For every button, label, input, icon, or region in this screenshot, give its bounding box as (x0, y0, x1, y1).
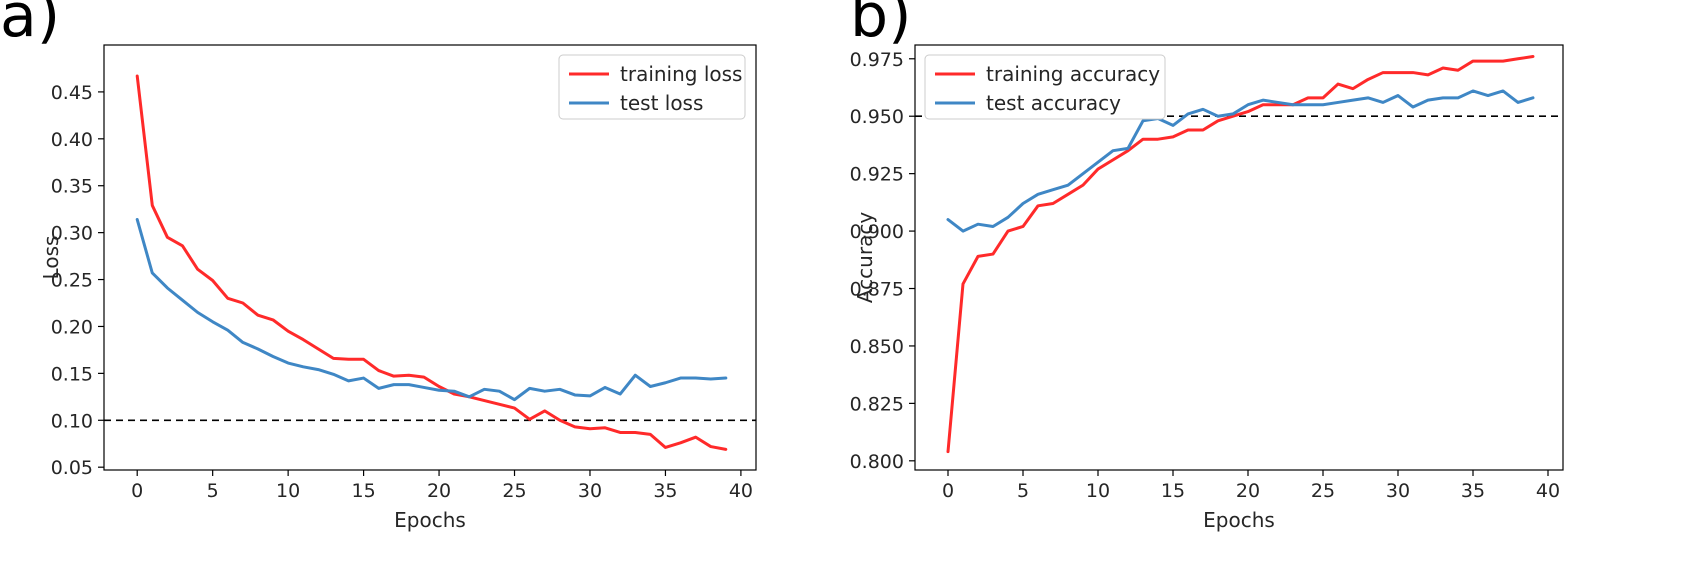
x-axis-title: Epochs (1203, 508, 1275, 532)
y-tick-label: 0.15 (51, 363, 93, 385)
x-tick-label: 25 (502, 480, 526, 502)
y-tick-label: 0.850 (850, 336, 904, 358)
accuracy-chart: 0 5 10 15 20 25 30 35 40 0.800 0.825 0.850 0.875 0.90… (850, 44, 1564, 532)
panel-b-label: b) (850, 0, 912, 51)
legend: training loss test loss (558, 54, 746, 120)
legend-label: training accuracy (986, 62, 1160, 86)
y-tick-label: 0.10 (51, 410, 93, 432)
y-tick-label: 0.925 (850, 164, 904, 186)
legend: training accuracy test accuracy (924, 54, 1166, 120)
legend-label: test accuracy (986, 91, 1121, 115)
y-tick-label: 0.975 (850, 49, 904, 71)
y-tick-label: 0.05 (51, 457, 93, 479)
series-line-test-accuracy (946, 89, 1535, 233)
x-tick-label: 40 (729, 480, 753, 502)
x-tick-label: 10 (276, 480, 300, 502)
x-tick-label: 30 (1386, 480, 1410, 502)
y-tick-label: 0.950 (850, 106, 904, 128)
x-tick-label: 15 (351, 480, 375, 502)
y-tick-label: 0.800 (850, 451, 904, 473)
x-tick-label: 10 (1086, 480, 1110, 502)
x-axis-title: Epochs (394, 508, 466, 532)
y-tick-label: 0.25 (51, 270, 93, 292)
x-tick-label: 35 (1461, 480, 1485, 502)
x-tick-label: 5 (207, 480, 219, 502)
x-tick-label: 0 (942, 480, 954, 502)
plot-frame (914, 44, 1564, 471)
y-tick-label: 0.45 (51, 82, 93, 104)
y-tick-label: 0.40 (51, 129, 93, 151)
y-tick-label: 0.35 (51, 176, 93, 198)
x-tick-label: 20 (427, 480, 451, 502)
x-tick-label: 20 (1236, 480, 1260, 502)
y-tick-label: 0.30 (51, 223, 93, 245)
y-tick-label: 0.875 (850, 279, 904, 301)
series-line-training-accuracy (946, 54, 1535, 454)
x-tick-label: 5 (1017, 480, 1029, 502)
y-tick-label: 0.20 (51, 316, 93, 338)
legend-label: test loss (620, 91, 703, 115)
x-tick-label: 0 (131, 480, 143, 502)
x-tick-label: 15 (1161, 480, 1185, 502)
legend-label: training loss (620, 62, 742, 86)
plot-frame (103, 44, 757, 471)
y-tick-label: 0.900 (850, 221, 904, 243)
x-tick-label: 30 (578, 480, 602, 502)
y-axis-title: Loss (39, 236, 63, 280)
series-line-test-loss (135, 218, 728, 402)
legend-box (924, 54, 1166, 120)
x-tick-label: 25 (1311, 480, 1335, 502)
x-tick-label: 40 (1536, 480, 1560, 502)
panel-a-label: a) (0, 0, 61, 51)
y-axis-title: Accuracy (853, 212, 877, 303)
x-tick-label: 35 (653, 480, 677, 502)
series-line-training-loss (135, 74, 728, 451)
loss-chart: 0 5 10 15 20 25 30 35 40 0.05 0.10 0.15 0.20 0.25 0.30… (39, 44, 757, 532)
y-tick-label: 0.825 (850, 393, 904, 415)
